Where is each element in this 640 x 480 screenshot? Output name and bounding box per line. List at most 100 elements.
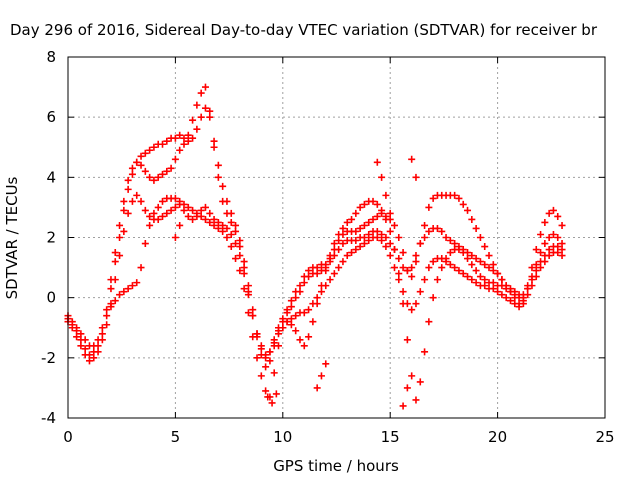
data-point xyxy=(335,264,343,272)
data-point xyxy=(184,212,192,220)
data-point xyxy=(249,306,257,314)
data-point xyxy=(537,230,545,238)
data-point xyxy=(494,288,502,296)
data-point xyxy=(481,243,489,251)
data-point xyxy=(352,209,360,217)
data-point xyxy=(485,264,493,272)
data-point xyxy=(268,399,276,407)
data-point xyxy=(532,261,540,269)
data-point xyxy=(257,372,265,380)
data-point xyxy=(283,318,291,326)
data-point xyxy=(154,173,162,181)
data-point xyxy=(558,221,566,229)
data-point xyxy=(120,227,128,235)
data-point xyxy=(124,185,132,193)
data-point xyxy=(511,300,519,308)
data-point xyxy=(223,209,231,217)
data-point xyxy=(343,218,351,226)
data-point xyxy=(528,282,536,290)
data-point xyxy=(249,333,257,341)
data-point xyxy=(111,297,119,305)
data-point xyxy=(287,297,295,305)
data-point xyxy=(365,218,373,226)
data-point xyxy=(313,384,321,392)
data-point xyxy=(300,279,308,287)
data-point xyxy=(236,243,244,251)
data-point xyxy=(219,221,227,229)
data-point xyxy=(275,342,283,350)
data-point xyxy=(283,309,291,317)
data-point xyxy=(468,252,476,260)
y-tick-label: 6 xyxy=(46,108,56,126)
data-point xyxy=(498,276,506,284)
data-point xyxy=(464,206,472,214)
data-point xyxy=(313,300,321,308)
data-point xyxy=(124,176,132,184)
data-point xyxy=(197,206,205,214)
data-point xyxy=(210,137,218,145)
data-point xyxy=(309,318,317,326)
data-point xyxy=(292,294,300,302)
data-point xyxy=(167,206,175,214)
data-point xyxy=(201,104,209,112)
data-point xyxy=(313,264,321,272)
x-tick-label: 5 xyxy=(171,428,181,446)
data-point xyxy=(494,270,502,278)
data-point xyxy=(193,101,201,109)
data-point xyxy=(378,206,386,214)
y-tick-label: 4 xyxy=(46,168,56,186)
data-point xyxy=(433,276,441,284)
data-point xyxy=(416,240,424,248)
data-point xyxy=(68,324,76,332)
data-point xyxy=(322,360,330,368)
data-point xyxy=(489,285,497,293)
data-point xyxy=(227,218,235,226)
data-point xyxy=(206,107,214,115)
data-point xyxy=(189,206,197,214)
data-point xyxy=(421,234,429,241)
data-point xyxy=(468,276,476,284)
data-point xyxy=(554,249,562,257)
data-point xyxy=(300,342,308,350)
data-point xyxy=(262,351,270,359)
data-point xyxy=(107,285,115,293)
data-point xyxy=(386,240,394,248)
data-point xyxy=(425,264,433,272)
data-point xyxy=(128,197,136,205)
data-point xyxy=(236,237,244,245)
data-point xyxy=(373,158,381,166)
data-point xyxy=(382,234,390,241)
data-point xyxy=(171,194,179,202)
data-point xyxy=(326,258,334,266)
data-point xyxy=(176,146,184,154)
data-point xyxy=(111,258,119,266)
data-point xyxy=(171,203,179,211)
data-point xyxy=(201,83,209,91)
data-point xyxy=(287,315,295,323)
data-point xyxy=(94,348,102,356)
data-point xyxy=(223,224,231,232)
data-point xyxy=(244,309,252,317)
data-point xyxy=(472,224,480,232)
data-point xyxy=(360,234,368,241)
data-point xyxy=(240,270,248,278)
data-point xyxy=(266,348,274,356)
data-point xyxy=(378,237,386,245)
data-point xyxy=(159,212,167,220)
data-point xyxy=(558,240,566,248)
data-point xyxy=(313,270,321,278)
data-point xyxy=(90,342,98,350)
data-point xyxy=(464,255,472,263)
data-point xyxy=(272,390,280,398)
data-point xyxy=(180,200,188,208)
data-point xyxy=(223,234,231,241)
data-point xyxy=(446,249,454,257)
data-point xyxy=(498,291,506,299)
data-point xyxy=(171,155,179,163)
data-point xyxy=(356,203,364,211)
y-tick-label: -4 xyxy=(41,409,56,427)
data-point xyxy=(356,224,364,232)
data-point xyxy=(468,261,476,269)
data-point xyxy=(150,209,158,217)
data-point xyxy=(146,221,154,229)
